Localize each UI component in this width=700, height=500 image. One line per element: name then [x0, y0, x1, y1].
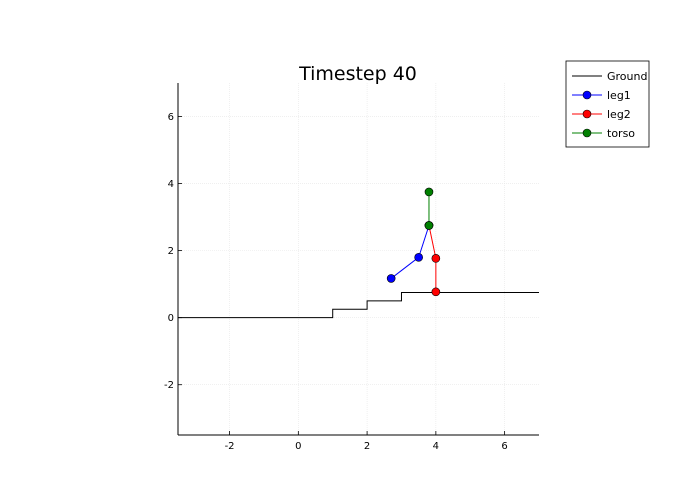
torso-point [424, 187, 434, 197]
y-tick-label: 0 [168, 313, 174, 324]
legend-label-leg2: leg2 [607, 108, 631, 121]
plot-series [178, 187, 539, 319]
x-tick-label: 2 [364, 441, 370, 452]
series-torso [424, 187, 434, 230]
legend-label-leg1: leg1 [607, 89, 631, 102]
leg2-point [431, 254, 441, 263]
leg2-point [431, 287, 441, 297]
series-leg2 [424, 221, 441, 297]
ground-line [178, 292, 539, 319]
x-tick-label: 6 [501, 441, 507, 452]
x-tick-label: -2 [225, 441, 235, 452]
leg1-point [386, 274, 396, 283]
series-ground [178, 292, 539, 319]
legend-label-ground: Ground [607, 70, 647, 83]
torso-point [424, 221, 434, 230]
legend: Ground leg1 leg2 torso [565, 60, 650, 148]
y-tick-label: -2 [164, 380, 174, 391]
y-tick-label: 4 [168, 179, 174, 190]
legend-label-torso: torso [607, 127, 635, 140]
chart-title: Timestep 40 [298, 63, 417, 85]
axes: -2 0 2 4 6 -2 0 2 4 6 [164, 83, 539, 452]
legend-marker-leg2 [582, 109, 592, 119]
y-tick-label: 6 [168, 112, 174, 123]
x-tick-label: 4 [433, 441, 439, 452]
legend-marker-leg1 [582, 90, 592, 100]
x-tick-label: 0 [295, 441, 301, 452]
grid-lines [178, 83, 539, 435]
legend-marker-torso [582, 128, 592, 138]
leg1-line [390, 225, 430, 279]
y-tick-label: 2 [168, 246, 174, 257]
leg1-point [414, 253, 423, 262]
series-leg1 [386, 221, 434, 283]
